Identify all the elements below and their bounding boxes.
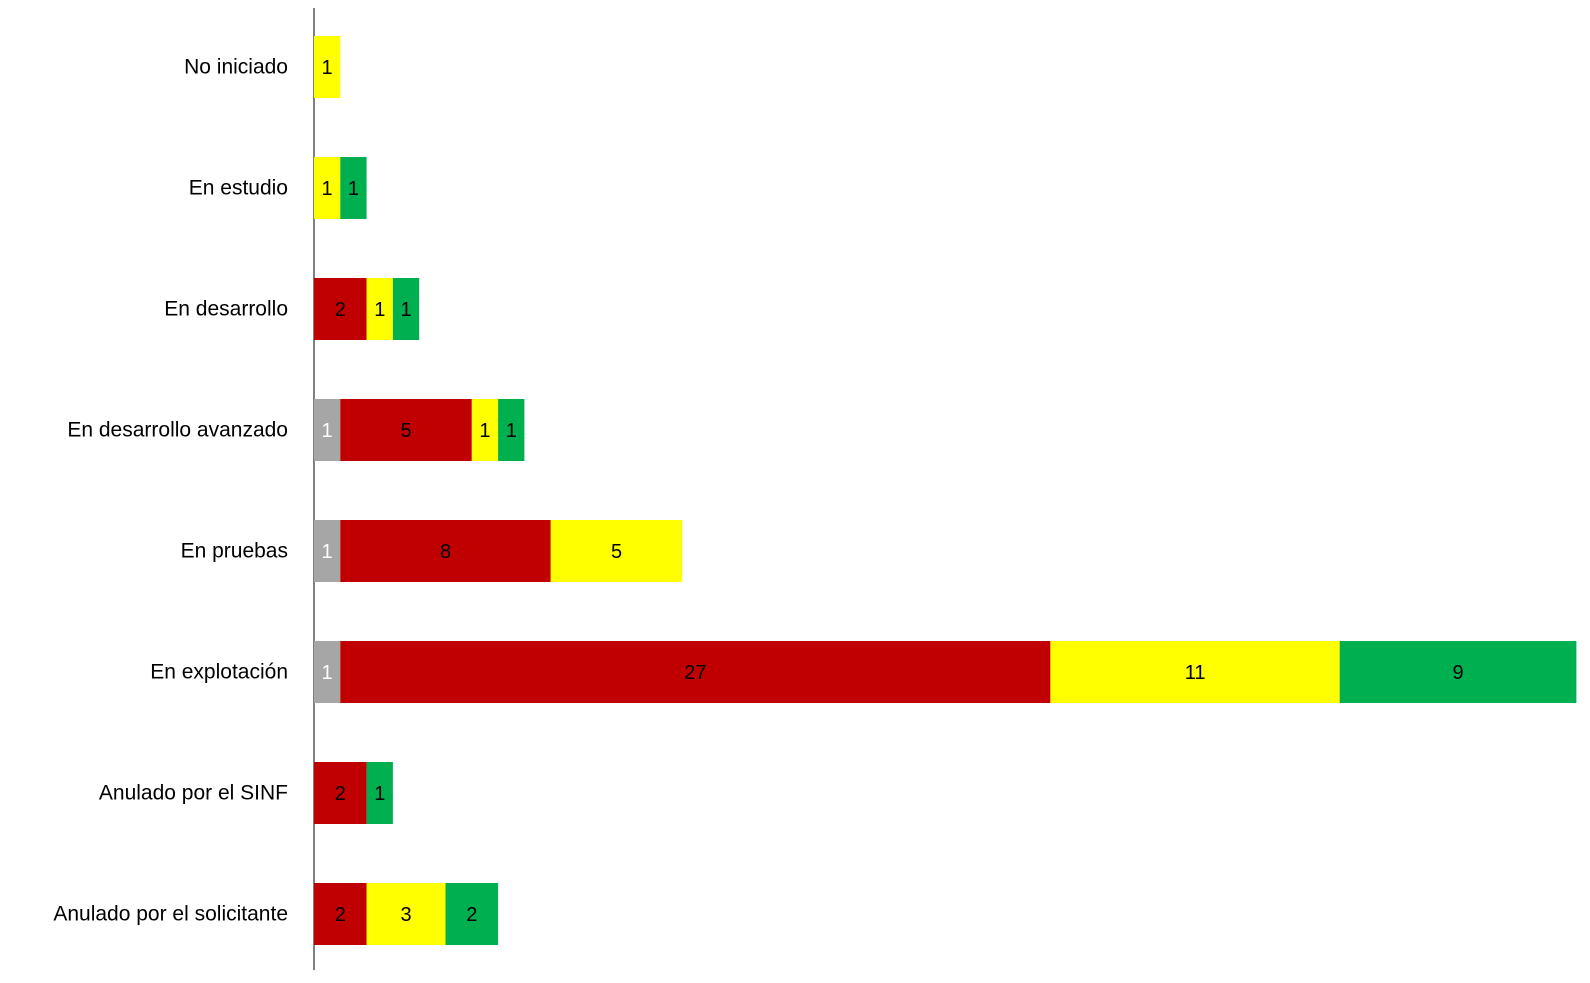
category-label-en-pruebas: En pruebas	[181, 540, 288, 563]
data-label-en-explotacion-s3: 9	[1452, 662, 1463, 684]
category-label-en-estudio: En estudio	[189, 177, 288, 200]
data-label-en-desarrollo-avanzado-s0: 1	[322, 420, 333, 442]
data-label-en-explotacion-s1: 27	[684, 662, 706, 684]
data-label-anulado-por-el-solicitante-s2: 3	[401, 904, 412, 926]
data-label-en-desarrollo-avanzado-s1: 5	[401, 420, 412, 442]
data-label-anulado-por-el-solicitante-s1: 2	[335, 904, 346, 926]
data-label-anulado-por-el-solicitante-s3: 2	[466, 904, 477, 926]
category-label-anulado-por-el-sinf: Anulado por el SINF	[99, 782, 288, 805]
data-label-en-desarrollo-s2: 1	[374, 299, 385, 321]
data-label-en-pruebas-s0: 1	[322, 541, 333, 563]
category-labels: No iniciado En estudio En desarrollo En des…	[53, 56, 288, 926]
category-label-no-iniciado: No iniciado	[184, 56, 288, 79]
data-label-en-desarrollo-avanzado-s2: 1	[479, 420, 490, 442]
data-label-en-desarrollo-avanzado-s3: 1	[506, 420, 517, 442]
bar-segments: 11 12 1 11 5 1 11 8 51 27 11 92 12 3 2	[314, 36, 1576, 945]
data-label-en-explotacion-s0: 1	[322, 662, 333, 684]
data-label-anulado-por-el-sinf-s3: 1	[374, 783, 385, 805]
data-label-anulado-por-el-sinf-s1: 2	[335, 783, 346, 805]
category-label-en-explotacion: En explotación	[150, 661, 288, 684]
data-label-en-estudio-s2: 1	[322, 178, 333, 200]
category-label-en-desarrollo: En desarrollo	[164, 298, 288, 321]
data-label-no-iniciado-s2: 1	[322, 57, 333, 79]
category-label-en-desarrollo-avanzado: En desarrollo avanzado	[67, 419, 288, 442]
data-label-en-desarrollo-s1: 2	[335, 299, 346, 321]
data-label-en-explotacion-s2: 11	[1185, 662, 1206, 684]
data-label-en-estudio-s3: 1	[348, 178, 359, 200]
data-label-en-desarrollo-s3: 1	[400, 299, 411, 321]
data-label-en-pruebas-s2: 5	[611, 541, 622, 563]
category-label-anulado-por-el-solicitante: Anulado por el solicitante	[53, 903, 288, 926]
data-label-en-pruebas-s1: 8	[440, 541, 451, 563]
